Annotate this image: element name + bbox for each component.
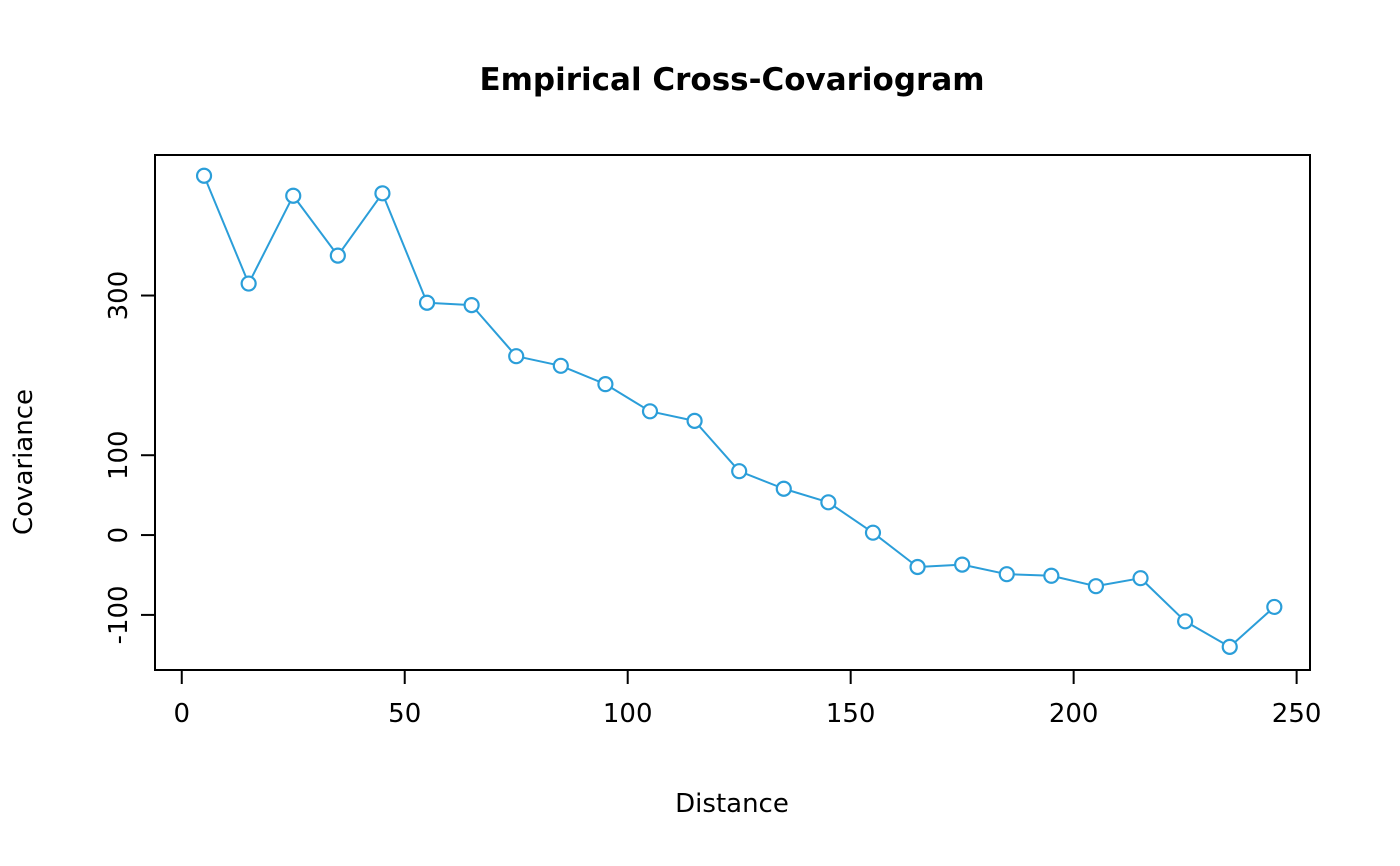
data-point-marker bbox=[1132, 570, 1149, 587]
x-tick-label: 50 bbox=[388, 699, 421, 729]
data-point-marker bbox=[240, 275, 257, 292]
x-tick-label: 250 bbox=[1272, 699, 1322, 729]
x-tick-label: 0 bbox=[173, 699, 190, 729]
data-point-marker bbox=[775, 480, 792, 497]
data-point-marker bbox=[954, 556, 971, 573]
data-point-marker bbox=[686, 412, 703, 429]
series-line bbox=[203, 175, 1275, 648]
y-axis-label: Covariance bbox=[9, 389, 39, 535]
data-point-marker bbox=[463, 297, 480, 314]
x-tick-label: 200 bbox=[1049, 699, 1099, 729]
y-tick-label: 0 bbox=[104, 527, 134, 544]
data-point-marker bbox=[329, 247, 346, 264]
y-tick-label: 300 bbox=[104, 271, 134, 321]
data-point-marker bbox=[1266, 598, 1283, 616]
data-point-marker bbox=[195, 167, 213, 184]
data-point-marker bbox=[1043, 567, 1060, 584]
data-point-marker bbox=[285, 187, 302, 204]
data-point-marker bbox=[1087, 578, 1105, 595]
data-point-marker bbox=[998, 566, 1015, 583]
data-point-marker bbox=[552, 357, 569, 374]
data-point-marker bbox=[641, 403, 659, 420]
data-point-marker bbox=[418, 294, 436, 311]
data-point-marker bbox=[864, 524, 882, 541]
x-tick-label: 100 bbox=[603, 699, 653, 729]
data-point-marker bbox=[1221, 638, 1238, 655]
x-tick-label: 150 bbox=[826, 699, 876, 729]
data-point-marker bbox=[508, 348, 525, 365]
data-point-marker bbox=[374, 185, 391, 202]
chart-title: Empirical Cross-Covariogram bbox=[479, 62, 984, 98]
axes-layer: 0 50 100 150 200 250 -100 0 100 300 bbox=[104, 154, 1322, 729]
data-point-marker bbox=[597, 376, 614, 393]
y-tick-label: 100 bbox=[104, 430, 134, 480]
data-point-marker bbox=[1177, 613, 1194, 630]
data-point-marker bbox=[820, 494, 837, 511]
plot-box bbox=[154, 154, 1311, 671]
y-tick-label: -100 bbox=[104, 585, 134, 644]
data-point-marker bbox=[731, 463, 748, 480]
series-layer bbox=[195, 167, 1283, 655]
data-point-marker bbox=[909, 558, 926, 576]
x-axis-label: Distance bbox=[675, 789, 789, 819]
